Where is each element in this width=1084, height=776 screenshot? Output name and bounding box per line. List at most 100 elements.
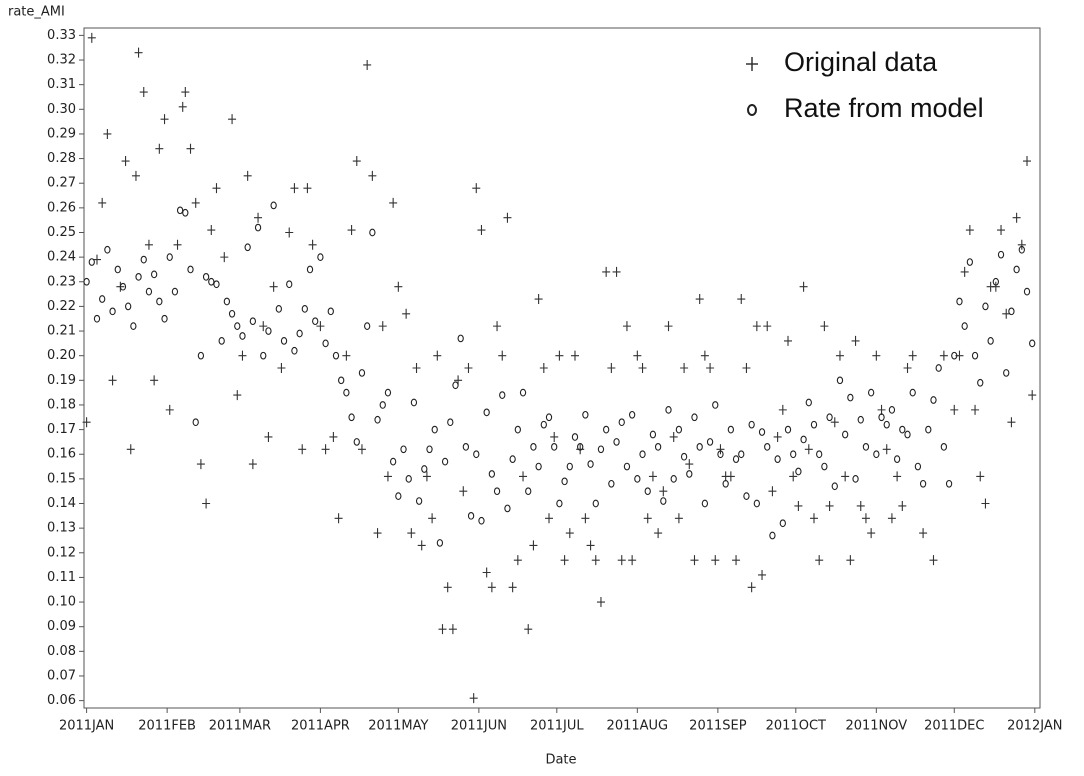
point bbox=[202, 272, 210, 281]
point bbox=[160, 114, 169, 125]
point bbox=[264, 431, 273, 442]
point bbox=[192, 418, 199, 427]
point bbox=[535, 462, 542, 471]
point bbox=[265, 327, 272, 335]
y-tick-label: 0.22 bbox=[47, 299, 76, 314]
y-axis-label: rate_AMI bbox=[8, 5, 65, 20]
point bbox=[187, 265, 194, 274]
y-tick-label: 0.30 bbox=[47, 102, 76, 117]
point bbox=[701, 499, 709, 508]
point bbox=[670, 475, 677, 483]
point bbox=[277, 363, 286, 373]
point bbox=[940, 442, 948, 451]
point bbox=[633, 350, 642, 361]
point bbox=[950, 404, 959, 415]
point bbox=[778, 404, 787, 415]
point bbox=[530, 442, 537, 451]
y-tick-label: 0.31 bbox=[47, 77, 76, 92]
point bbox=[275, 305, 282, 313]
point bbox=[991, 281, 1000, 292]
point bbox=[150, 270, 158, 279]
y-tick-label: 0.08 bbox=[47, 644, 76, 659]
point bbox=[519, 388, 527, 397]
point bbox=[296, 329, 303, 338]
point bbox=[929, 555, 938, 566]
point bbox=[738, 450, 745, 459]
x-tick-label: 2011AUG bbox=[607, 719, 669, 734]
point bbox=[981, 498, 990, 509]
point bbox=[298, 444, 307, 455]
point bbox=[239, 332, 246, 340]
point bbox=[893, 455, 901, 464]
point bbox=[654, 442, 662, 451]
point bbox=[841, 471, 850, 482]
point bbox=[722, 479, 729, 488]
point bbox=[499, 391, 506, 399]
x-axis-label: Date bbox=[545, 753, 576, 768]
point bbox=[628, 555, 637, 566]
point bbox=[540, 420, 547, 429]
point bbox=[842, 430, 849, 439]
point bbox=[477, 225, 486, 236]
x-tick-label: 2011NOV bbox=[845, 719, 907, 734]
x-tick-label: 2011APR bbox=[291, 719, 350, 734]
point bbox=[883, 420, 890, 429]
point bbox=[327, 307, 334, 316]
point bbox=[166, 253, 173, 261]
point bbox=[171, 287, 179, 296]
point bbox=[87, 32, 96, 43]
point bbox=[182, 208, 189, 217]
point bbox=[737, 294, 746, 305]
point bbox=[254, 212, 263, 223]
point bbox=[577, 442, 584, 451]
point bbox=[935, 364, 942, 372]
point bbox=[368, 170, 377, 181]
point bbox=[831, 482, 838, 491]
point bbox=[364, 322, 371, 330]
x-tick-label: 2012JAN bbox=[1007, 719, 1062, 734]
point bbox=[332, 351, 340, 360]
y-tick-label: 0.27 bbox=[47, 176, 76, 191]
point bbox=[389, 457, 397, 466]
point bbox=[1023, 287, 1031, 296]
point bbox=[904, 430, 911, 439]
point bbox=[121, 156, 130, 167]
y-tick-label: 0.24 bbox=[47, 250, 76, 265]
point bbox=[951, 351, 958, 360]
y-tick-label: 0.14 bbox=[47, 496, 76, 511]
point bbox=[587, 460, 594, 468]
point bbox=[644, 487, 651, 496]
point bbox=[971, 404, 980, 415]
point bbox=[565, 528, 574, 539]
point bbox=[519, 471, 528, 482]
point bbox=[852, 475, 859, 483]
point bbox=[654, 528, 663, 539]
point bbox=[592, 499, 599, 508]
y-tick-label: 0.10 bbox=[47, 595, 76, 610]
point bbox=[649, 430, 657, 439]
point bbox=[459, 486, 468, 497]
point bbox=[867, 388, 875, 397]
point bbox=[726, 471, 735, 482]
point bbox=[878, 413, 885, 422]
point bbox=[602, 266, 611, 277]
point bbox=[285, 227, 294, 238]
point bbox=[291, 346, 298, 355]
point bbox=[846, 555, 855, 566]
point bbox=[457, 334, 464, 343]
point bbox=[220, 252, 229, 263]
point bbox=[851, 335, 860, 346]
point bbox=[700, 350, 709, 361]
point bbox=[560, 555, 569, 566]
point bbox=[591, 555, 600, 566]
point bbox=[977, 378, 984, 387]
point bbox=[643, 513, 652, 524]
point bbox=[301, 305, 308, 313]
point bbox=[114, 265, 121, 274]
point bbox=[373, 528, 382, 539]
point bbox=[690, 555, 699, 566]
point bbox=[238, 350, 247, 361]
point bbox=[748, 420, 755, 429]
point bbox=[706, 438, 714, 446]
